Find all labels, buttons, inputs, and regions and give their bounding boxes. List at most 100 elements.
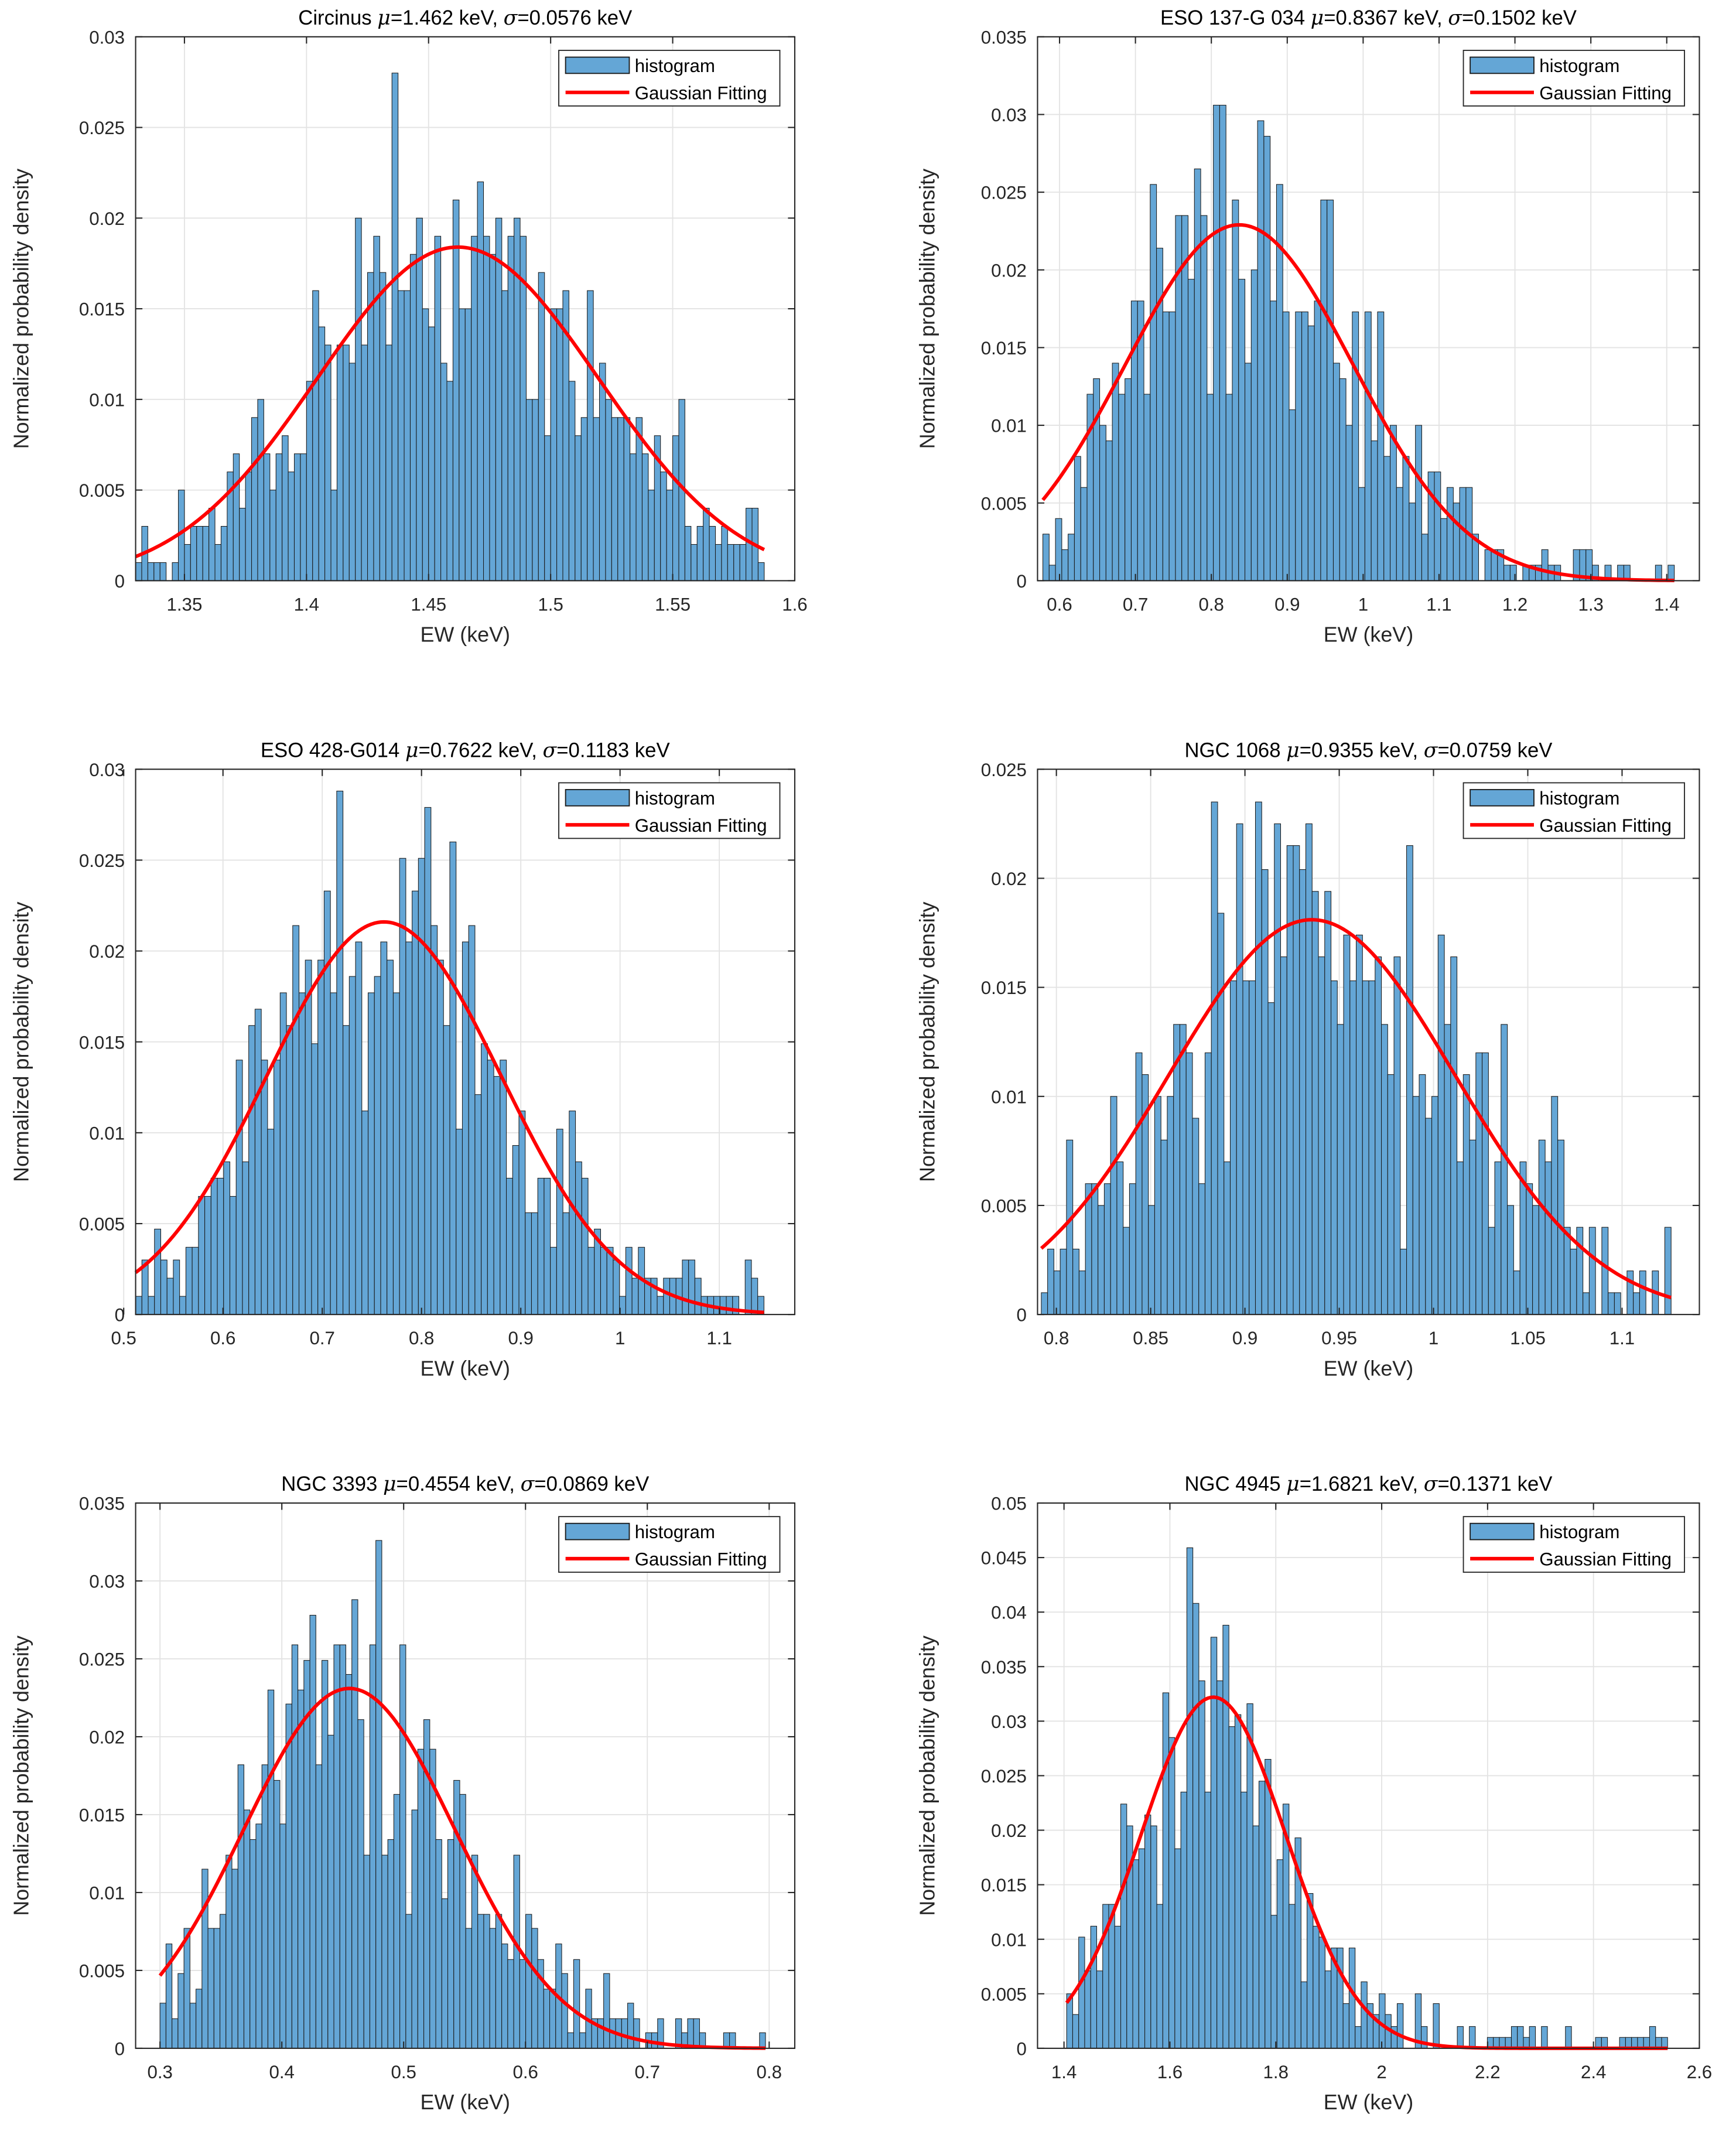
histogram-bar xyxy=(1409,503,1416,581)
histogram-bar xyxy=(501,290,508,581)
histogram-bar xyxy=(1655,565,1662,581)
histogram-bar xyxy=(1314,300,1321,581)
histogram-bar xyxy=(1608,1292,1615,1315)
histogram-bar xyxy=(210,1177,218,1315)
histogram-bar xyxy=(1503,565,1511,581)
histogram-bar xyxy=(1276,1859,1284,2049)
title-text: =0.1502 keV xyxy=(1462,7,1577,29)
title-text: =0.0576 keV xyxy=(517,7,632,29)
subplot-5: 0.3 0.4 0.5 0.6 0.7 0.8 0 0.005 0.01 0.015 0.02 0.0… xyxy=(10,1473,795,2114)
histogram-bar xyxy=(207,1928,214,2049)
x-tick-label: 2.4 xyxy=(1581,2062,1606,2082)
legend-histogram-swatch xyxy=(1470,56,1535,74)
histogram-bar xyxy=(1250,269,1258,581)
x-tick-label: 1.35 xyxy=(167,594,203,614)
histogram-bar xyxy=(298,1689,305,2049)
histogram-bar xyxy=(306,381,313,581)
histogram-bar xyxy=(459,308,466,581)
y-axis-label: Normalized probability density xyxy=(915,901,939,1182)
histogram-bar xyxy=(1265,1758,1272,2049)
subplot-1: 1.35 1.4 1.45 1.5 1.55 1.6 0 0.005 0.01 0.015 0.02… xyxy=(10,6,808,647)
histogram-bar xyxy=(1043,534,1050,581)
x-tick-label: 1.5 xyxy=(538,594,563,614)
histogram-bar xyxy=(1091,1183,1099,1315)
histogram-bar xyxy=(261,1060,268,1315)
y-tick-label: 0.005 xyxy=(79,1214,125,1235)
histogram-bar xyxy=(631,1278,639,1315)
histogram-bar xyxy=(1649,2026,1656,2049)
legend: histogram Gaussian Fitting xyxy=(558,782,781,839)
histogram-bar xyxy=(556,1129,563,1315)
histogram-bar xyxy=(374,976,381,1315)
histogram-bar xyxy=(1211,801,1218,1315)
histogram-bar xyxy=(1371,440,1378,581)
legend-label-fit: Gaussian Fitting xyxy=(635,83,767,103)
histogram-bar xyxy=(1337,1024,1344,1315)
histogram-bar xyxy=(1583,1292,1590,1315)
histogram-bar xyxy=(575,435,582,581)
histogram-bar xyxy=(348,363,356,581)
histogram-bar xyxy=(1318,1937,1325,2049)
histogram-bar xyxy=(1484,549,1492,581)
histogram-bar xyxy=(721,525,728,581)
y-tick-label: 0.02 xyxy=(89,209,125,229)
histogram-bar xyxy=(1261,869,1269,1315)
histogram-bar xyxy=(1135,1052,1143,1315)
histogram-bar xyxy=(339,1644,347,2049)
chart-title: NGC 1068 μ=0.9355 keV, σ=0.0759 keV xyxy=(1184,739,1552,762)
histogram-bar xyxy=(428,326,435,581)
histogram-bar xyxy=(1192,1603,1200,2049)
histogram-bar xyxy=(532,399,539,581)
histogram-bar xyxy=(1090,1925,1097,2049)
histogram-bar xyxy=(1396,2003,1404,2049)
histogram-bar xyxy=(471,235,478,581)
x-tick-label: 1.45 xyxy=(411,594,446,614)
histogram-bar xyxy=(1396,487,1403,581)
histogram-bar xyxy=(495,1914,503,2049)
x-axis-label: EW (keV) xyxy=(1324,1357,1413,1380)
legend: histogram Gaussian Fitting xyxy=(558,1516,781,1573)
histogram-bar xyxy=(357,1719,364,2049)
legend-label-fit: Gaussian Fitting xyxy=(635,1549,767,1570)
histogram-bar xyxy=(1355,2026,1362,2049)
histogram-bar xyxy=(1167,1096,1174,1315)
histogram-bar xyxy=(1150,1825,1157,2049)
histogram-bar xyxy=(1469,2026,1476,2049)
histogram-bar xyxy=(381,1854,388,2049)
histogram-bar xyxy=(1300,1981,1308,2049)
histogram-bar xyxy=(285,1703,292,2049)
histogram-bar xyxy=(189,2003,197,2049)
histogram-bar xyxy=(483,1914,490,2049)
histogram-bar xyxy=(343,1025,350,1315)
histogram-bar xyxy=(581,1177,589,1315)
histogram-bar xyxy=(1118,394,1126,581)
histogram-bar xyxy=(627,2003,634,2049)
histogram-bar xyxy=(1185,1052,1193,1315)
y-tick-label: 0.01 xyxy=(89,390,125,410)
histogram-bar xyxy=(135,1296,142,1315)
histogram-bar xyxy=(1517,2026,1524,2049)
y-tick-label: 0.025 xyxy=(79,1649,125,1670)
x-tick-label: 1.6 xyxy=(782,594,807,614)
histogram-bar xyxy=(343,344,350,581)
x-tick-label: 1.55 xyxy=(655,594,691,614)
title-symbol: μ xyxy=(405,739,419,762)
legend: histogram Gaussian Fitting xyxy=(1462,782,1685,839)
y-tick-label: 0.015 xyxy=(981,338,1027,358)
gaussian-fit-line xyxy=(134,920,764,1314)
histogram-bar xyxy=(1406,845,1413,1315)
histogram-bar xyxy=(1289,409,1296,581)
histogram-bar xyxy=(1311,891,1319,1315)
histogram-bar xyxy=(1469,1139,1477,1315)
histogram-bar xyxy=(220,1914,227,2049)
histogram-bar xyxy=(282,435,289,581)
histogram-bar xyxy=(1381,1024,1388,1315)
y-tick-label: 0.005 xyxy=(79,480,125,501)
histogram-bar xyxy=(688,1259,695,1315)
x-tick-label: 0.3 xyxy=(147,2062,172,2082)
histogram-bar xyxy=(1368,980,1376,1315)
histogram-bar xyxy=(330,992,337,1315)
histogram-bar xyxy=(537,1177,545,1315)
histogram-bar xyxy=(1400,1248,1407,1315)
histogram-bar xyxy=(291,1644,299,2049)
